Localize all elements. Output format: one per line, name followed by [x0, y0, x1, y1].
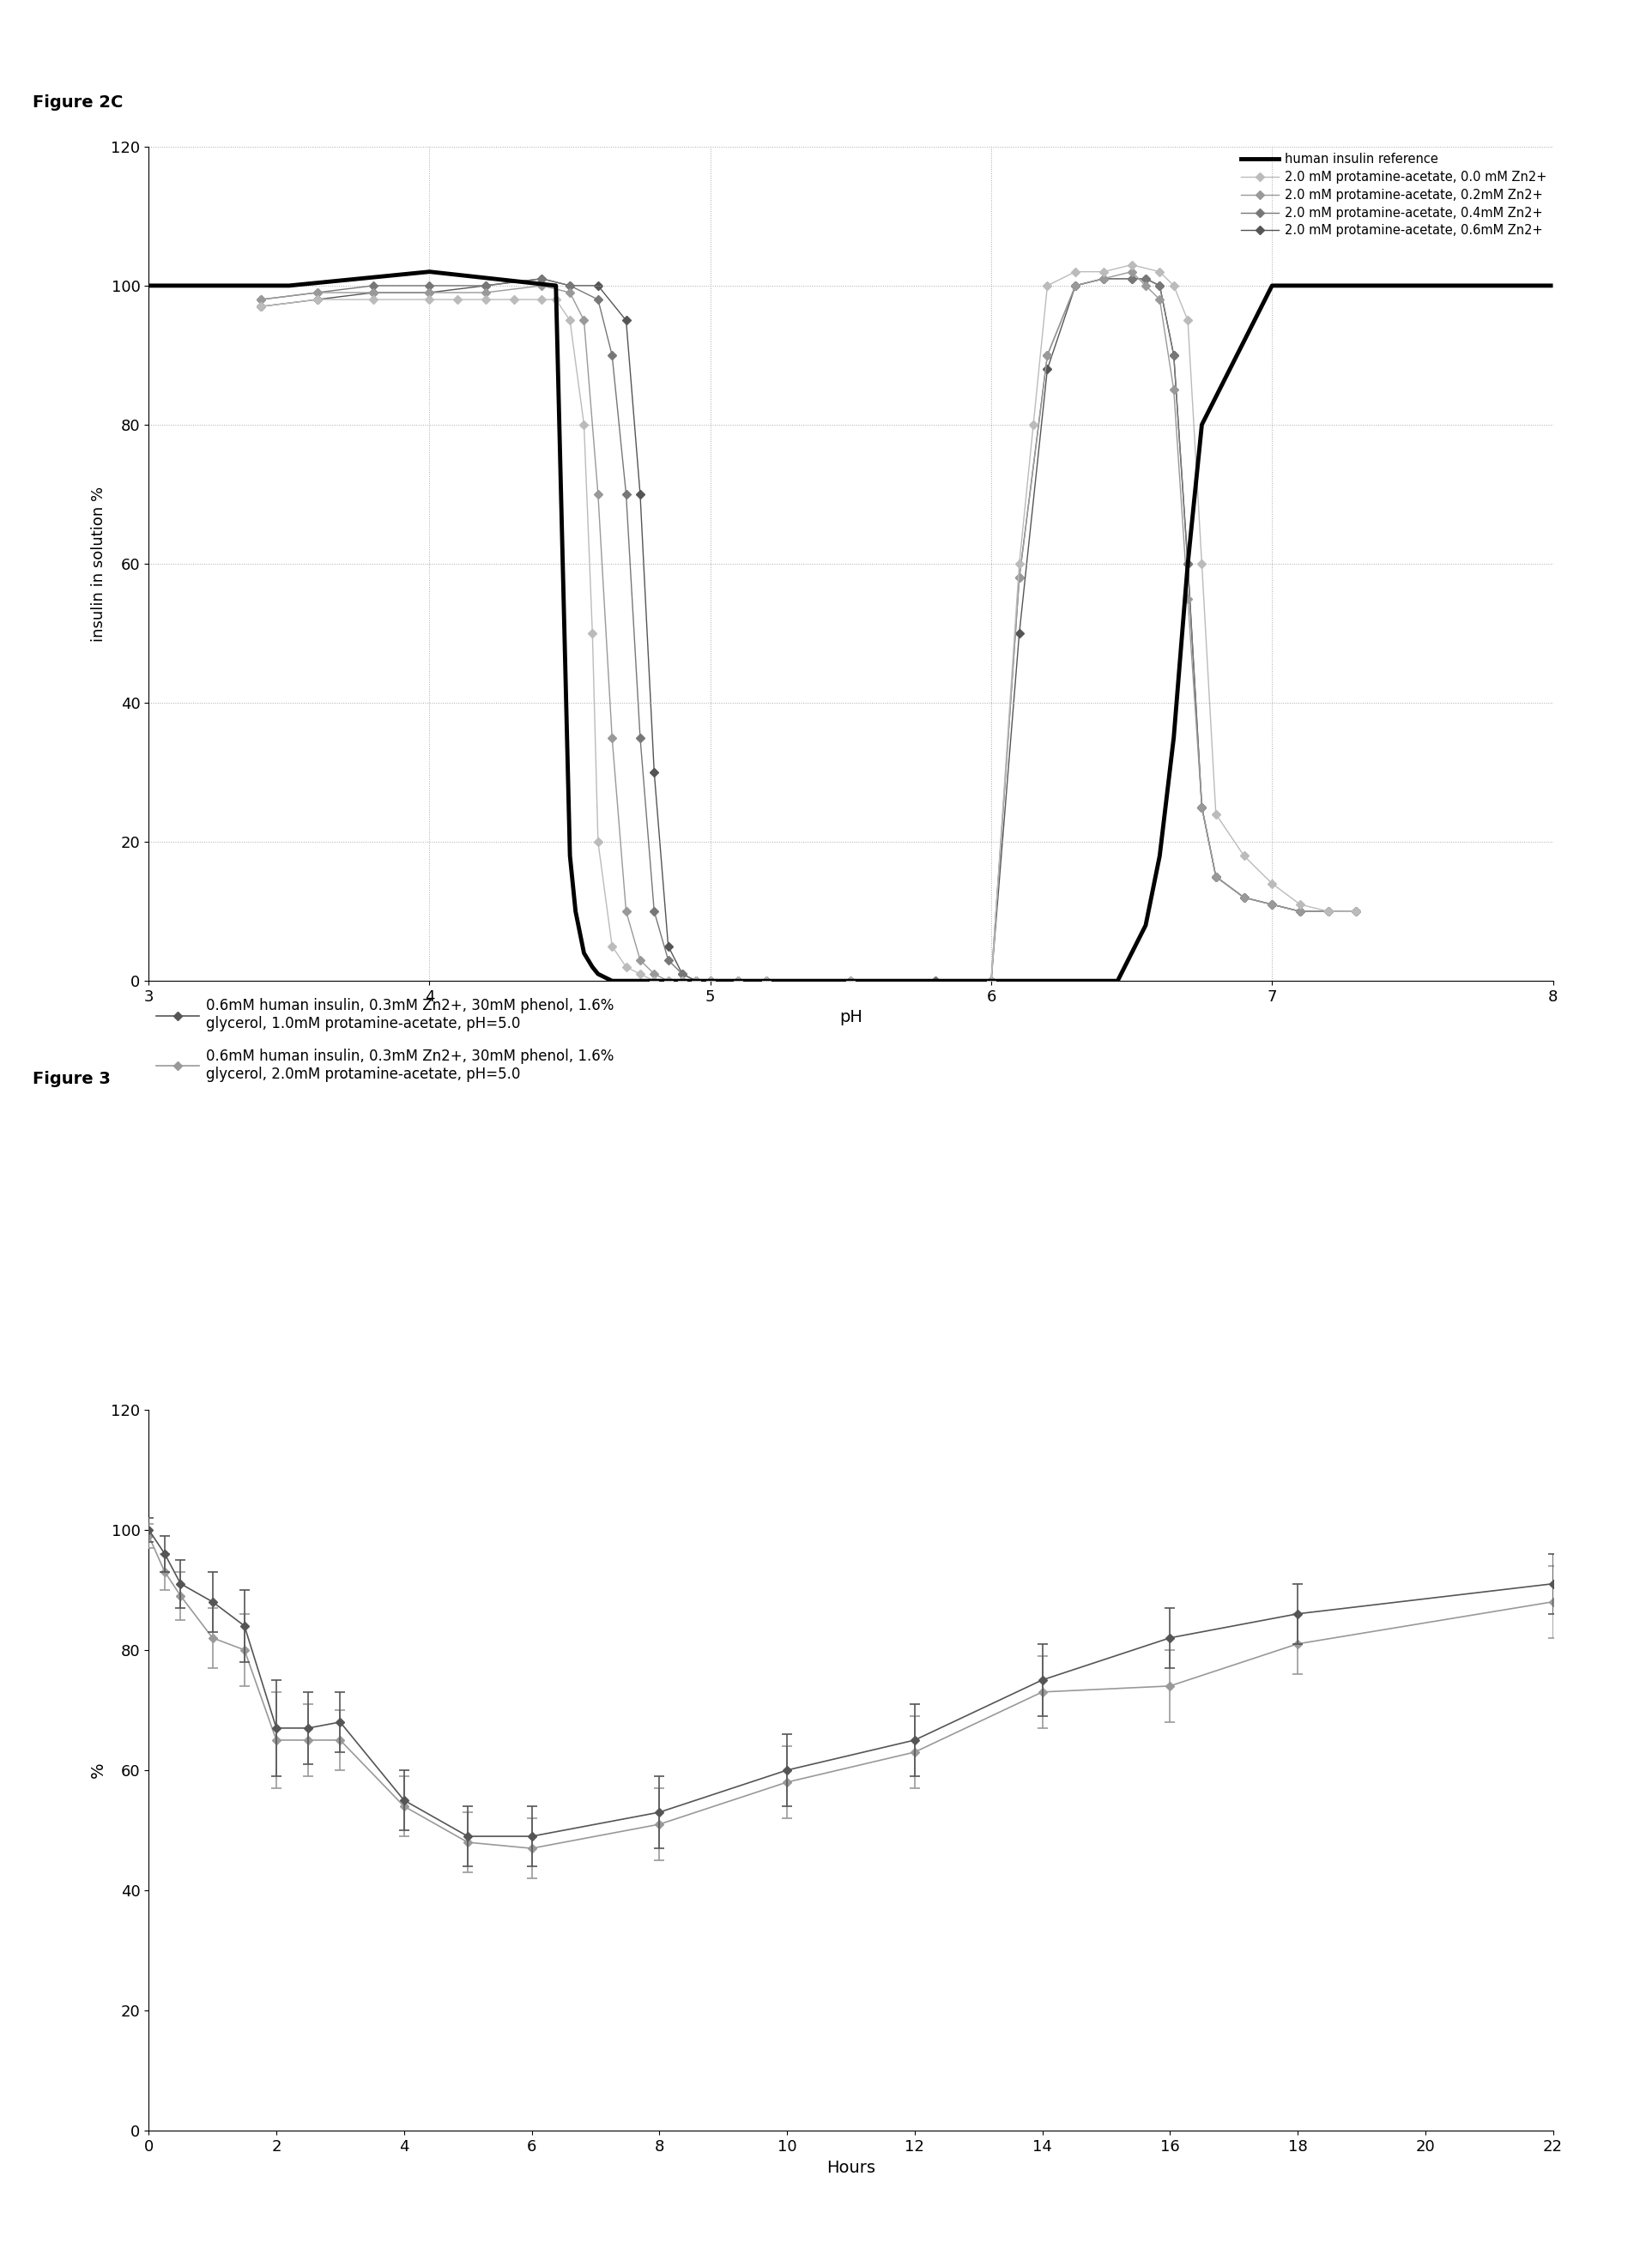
Legend: 0.6mM human insulin, 0.3mM Zn2+, 30mM phenol, 1.6%
glycerol, 1.0mM protamine-ace: 0.6mM human insulin, 0.3mM Zn2+, 30mM ph…	[155, 999, 615, 1082]
Text: Figure 3: Figure 3	[33, 1071, 111, 1087]
Y-axis label: %: %	[89, 1761, 106, 1779]
Legend: human insulin reference, 2.0 mM protamine-acetate, 0.0 mM Zn2+, 2.0 mM protamine: human insulin reference, 2.0 mM protamin…	[1241, 153, 1546, 237]
Text: Figure 2C: Figure 2C	[33, 95, 124, 110]
Y-axis label: insulin in solution %: insulin in solution %	[91, 487, 106, 640]
X-axis label: Hours: Hours	[826, 2160, 876, 2176]
X-axis label: pH: pH	[839, 1010, 862, 1026]
